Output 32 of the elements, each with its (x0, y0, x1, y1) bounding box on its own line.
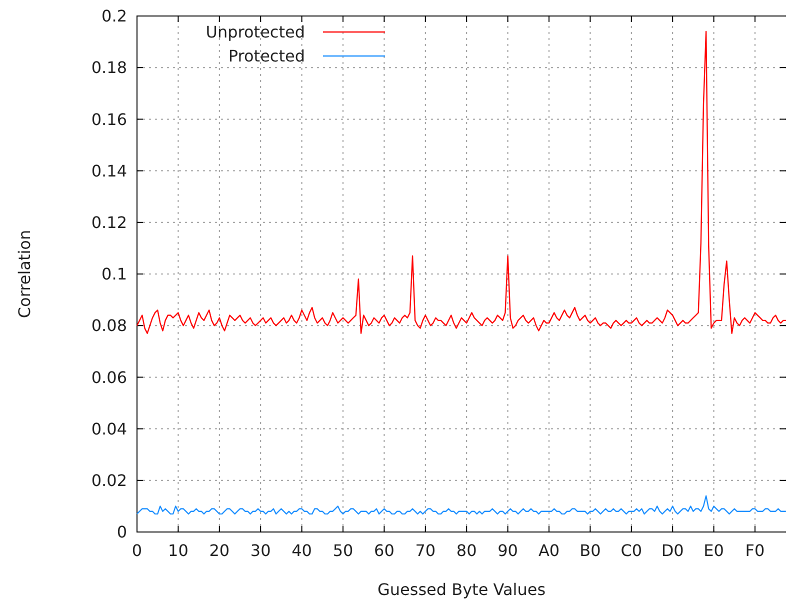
x-tick-label: 20 (209, 541, 230, 560)
y-tick-label: 0.1 (102, 264, 127, 284)
x-tick-label: A0 (538, 541, 560, 560)
x-tick-label: 10 (168, 541, 188, 560)
y-tick-label: 0.12 (91, 213, 127, 232)
x-tick-label: C0 (620, 541, 642, 560)
y-tick-label: 0.14 (91, 161, 127, 180)
x-tick-label: D0 (661, 541, 684, 560)
y-tick-label: 0.04 (91, 419, 127, 438)
x-tick-label: 50 (332, 541, 354, 560)
y-tick-label: 0 (116, 522, 127, 542)
x-tick-label: 60 (374, 541, 394, 560)
x-tick-label: 80 (456, 541, 477, 560)
legend-label: Unprotected (206, 22, 305, 42)
y-tick-label: 0.06 (91, 368, 127, 387)
x-tick-label: E0 (704, 541, 724, 560)
y-tick-label: 0.08 (91, 316, 127, 336)
x-tick-label: 70 (415, 541, 436, 560)
y-tick-label: 0.02 (91, 471, 127, 490)
x-tick-label: B0 (580, 541, 601, 560)
x-tick-label: 30 (250, 541, 271, 560)
line-series (136, 495, 786, 515)
x-tick-label: F0 (745, 541, 765, 560)
y-tick-label: 0.18 (91, 58, 127, 78)
x-tick-label: 90 (498, 541, 518, 560)
x-tick-label: 0 (132, 541, 142, 560)
x-tick-label: 40 (292, 541, 312, 560)
x-axis-title: Guessed Byte Values (377, 580, 546, 599)
y-axis-title: Correlation (15, 230, 34, 318)
legend-label: Protected (228, 46, 305, 66)
y-tick-label: 0.16 (91, 110, 127, 129)
y-tick-label: 0.2 (102, 6, 127, 26)
